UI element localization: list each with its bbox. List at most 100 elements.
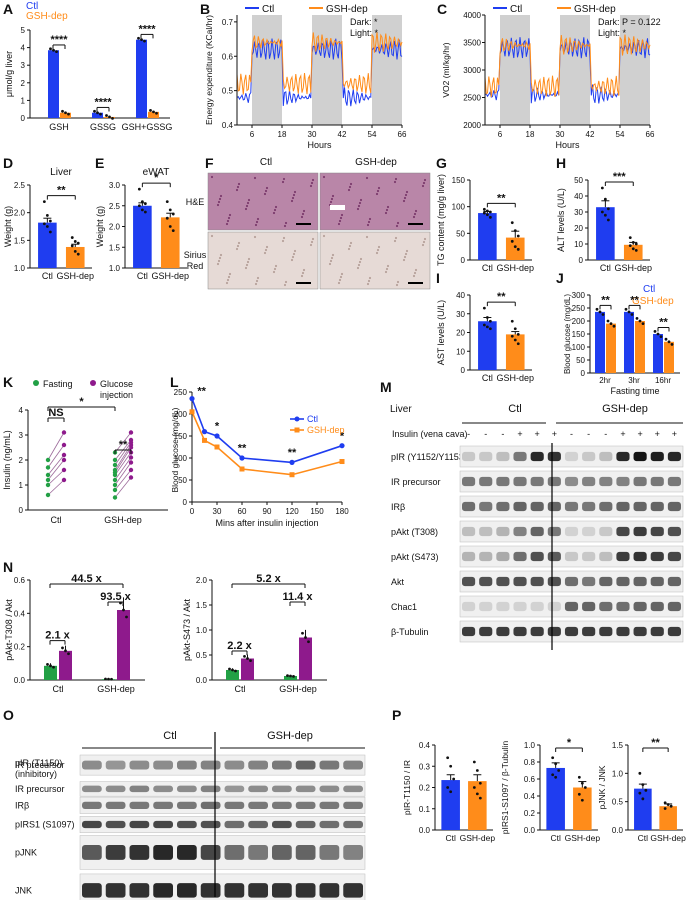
panel-F-texture-dot xyxy=(265,245,269,249)
panel-C-y-tick-label: 3500 xyxy=(463,39,481,48)
panel-F-texture-dot xyxy=(347,188,351,192)
panel-K-y-tick-label: 4 xyxy=(19,406,24,415)
panel-O-blot-band xyxy=(343,883,363,898)
panel-M-blot-band xyxy=(582,601,596,612)
panel-O-blot-band xyxy=(200,883,221,898)
panel-J-y-tick-label: 50 xyxy=(576,356,585,365)
panel-G-point xyxy=(482,211,486,215)
panel-F-row-label: Sirius xyxy=(184,250,207,260)
panel-D-x-label: GSH-dep xyxy=(56,271,94,281)
panel-P-p3-sig: ** xyxy=(651,737,660,749)
panel-A-x-label: GSSG xyxy=(90,122,116,132)
panel-K-fasting-point xyxy=(112,487,118,493)
panel-C-y-label: VO2 (ml/kg/hr) xyxy=(441,42,451,97)
panel-K-glucose-point xyxy=(61,442,67,448)
panel-P-p2-y-tick-label: 0.0 xyxy=(524,826,536,835)
panel-F-texture-dot xyxy=(413,212,417,216)
panel-H-y-tick-label: 0 xyxy=(579,256,584,265)
panel-L-point xyxy=(339,443,345,449)
panel-I-point xyxy=(513,338,517,342)
panel-F-texture-dot xyxy=(331,194,335,198)
panel-O-blot-band xyxy=(153,785,173,793)
panel-N-ctl-fold-sig: 2.2 x xyxy=(227,640,252,652)
panel-F-texture-dot xyxy=(405,190,409,194)
panel-M-blot-band xyxy=(650,626,664,637)
panel-L-x-tick-label: 120 xyxy=(285,507,299,516)
panel-F-texture-dot xyxy=(367,279,371,283)
panel-F-texture-dot xyxy=(253,235,257,239)
panel-F-texture-dot xyxy=(422,181,426,185)
panel-F-texture-dot xyxy=(210,234,214,238)
legend-glucose-marker xyxy=(90,380,96,386)
panel-M-blot-band xyxy=(547,451,561,462)
panel-L-x-tick-label: 180 xyxy=(335,507,349,516)
panel-L-y-tick-label: 150 xyxy=(174,432,188,441)
panel-H-point xyxy=(600,186,604,190)
panel-K-glucose-point xyxy=(128,455,134,460)
panel-M-blot-band xyxy=(496,551,510,562)
panel-H-y-tick-label: 40 xyxy=(574,192,583,201)
panel-K-glucose-point xyxy=(128,437,134,443)
panel-M-blot-band xyxy=(462,601,476,612)
panel-letter: G xyxy=(436,155,447,171)
panel-H-point xyxy=(628,236,632,240)
panel-M-blot-band xyxy=(479,501,493,512)
panel-C-y-tick-label: 3000 xyxy=(463,66,481,75)
panel-F-texture-dot xyxy=(358,201,362,205)
panel-A-sig: **** xyxy=(138,23,156,35)
panel-F-row-label: H&E xyxy=(186,197,205,207)
panel-O-blot-band xyxy=(248,844,268,860)
panel-M-blot-band xyxy=(530,501,544,512)
panel-B-x-tick-label: 6 xyxy=(250,130,255,139)
panel-A-point xyxy=(52,48,55,52)
panel-M-blot-band xyxy=(513,576,527,587)
panel-P-p2-y-tick-label: 0.8 xyxy=(524,758,536,767)
panel-F-texture-dot xyxy=(291,255,295,259)
panel-F-texture-dot xyxy=(393,180,397,184)
panel-F-texture-dot xyxy=(226,278,230,282)
panel-F-texture-dot xyxy=(328,262,332,266)
panel-M-blot-band xyxy=(479,576,493,587)
panel-A-sig: **** xyxy=(50,34,68,46)
panel-P-p2-y-tick-label: 1.0 xyxy=(524,741,536,750)
panel-D-point xyxy=(42,222,46,226)
panel-N-gsh-fold-sig: 93.5 x xyxy=(100,591,131,603)
panel-O-blot-band xyxy=(82,844,102,860)
panel-F-texture-dot xyxy=(244,266,248,270)
panel-L-x-tick-label: 150 xyxy=(310,507,324,516)
panel-O-blot-band xyxy=(177,760,197,770)
panel-F-texture-dot xyxy=(217,200,221,204)
panel-L-point xyxy=(201,429,208,435)
panel-M-blot-band xyxy=(462,626,476,637)
panel-G-point xyxy=(510,239,514,243)
panel-A-point xyxy=(137,36,140,40)
panel-F-texture-dot xyxy=(218,197,222,201)
panel-M-blot-band xyxy=(582,451,596,462)
panel-F-texture-dot xyxy=(413,271,417,275)
panel-I-y-tick-label: 20 xyxy=(456,329,465,338)
panel-letter: O xyxy=(3,707,14,723)
panel-letter: I xyxy=(436,270,440,286)
panel-O-blot-strip xyxy=(79,796,366,814)
panel-L-point xyxy=(214,444,220,450)
panel-O-blot-band xyxy=(153,844,173,860)
panel-L-point xyxy=(239,466,245,472)
panel-L-y-label: Blood glucose (mg/dL) xyxy=(170,407,180,492)
panel-H-point xyxy=(631,247,635,251)
panel-F-texture-dot xyxy=(274,264,278,268)
panel-G-bar xyxy=(478,213,497,260)
panel-M-blot-band xyxy=(616,551,630,562)
panel-N-left-y-tick-label: 0.4 xyxy=(14,609,26,618)
panel-F-vessel xyxy=(330,205,345,210)
panel-P-point xyxy=(452,777,456,781)
panel-F-texture-dot xyxy=(246,260,250,264)
panel-H-point xyxy=(603,213,607,217)
panel-F-he-image xyxy=(319,172,431,231)
panel-M-blot-band xyxy=(633,476,647,487)
panel-F-texture-dot xyxy=(404,193,408,197)
panel-K-glucose-point xyxy=(61,457,67,463)
panel-P-point xyxy=(669,804,673,808)
panel-L-y-tick-label: 100 xyxy=(174,454,188,463)
panel-H-sig: *** xyxy=(613,171,627,183)
